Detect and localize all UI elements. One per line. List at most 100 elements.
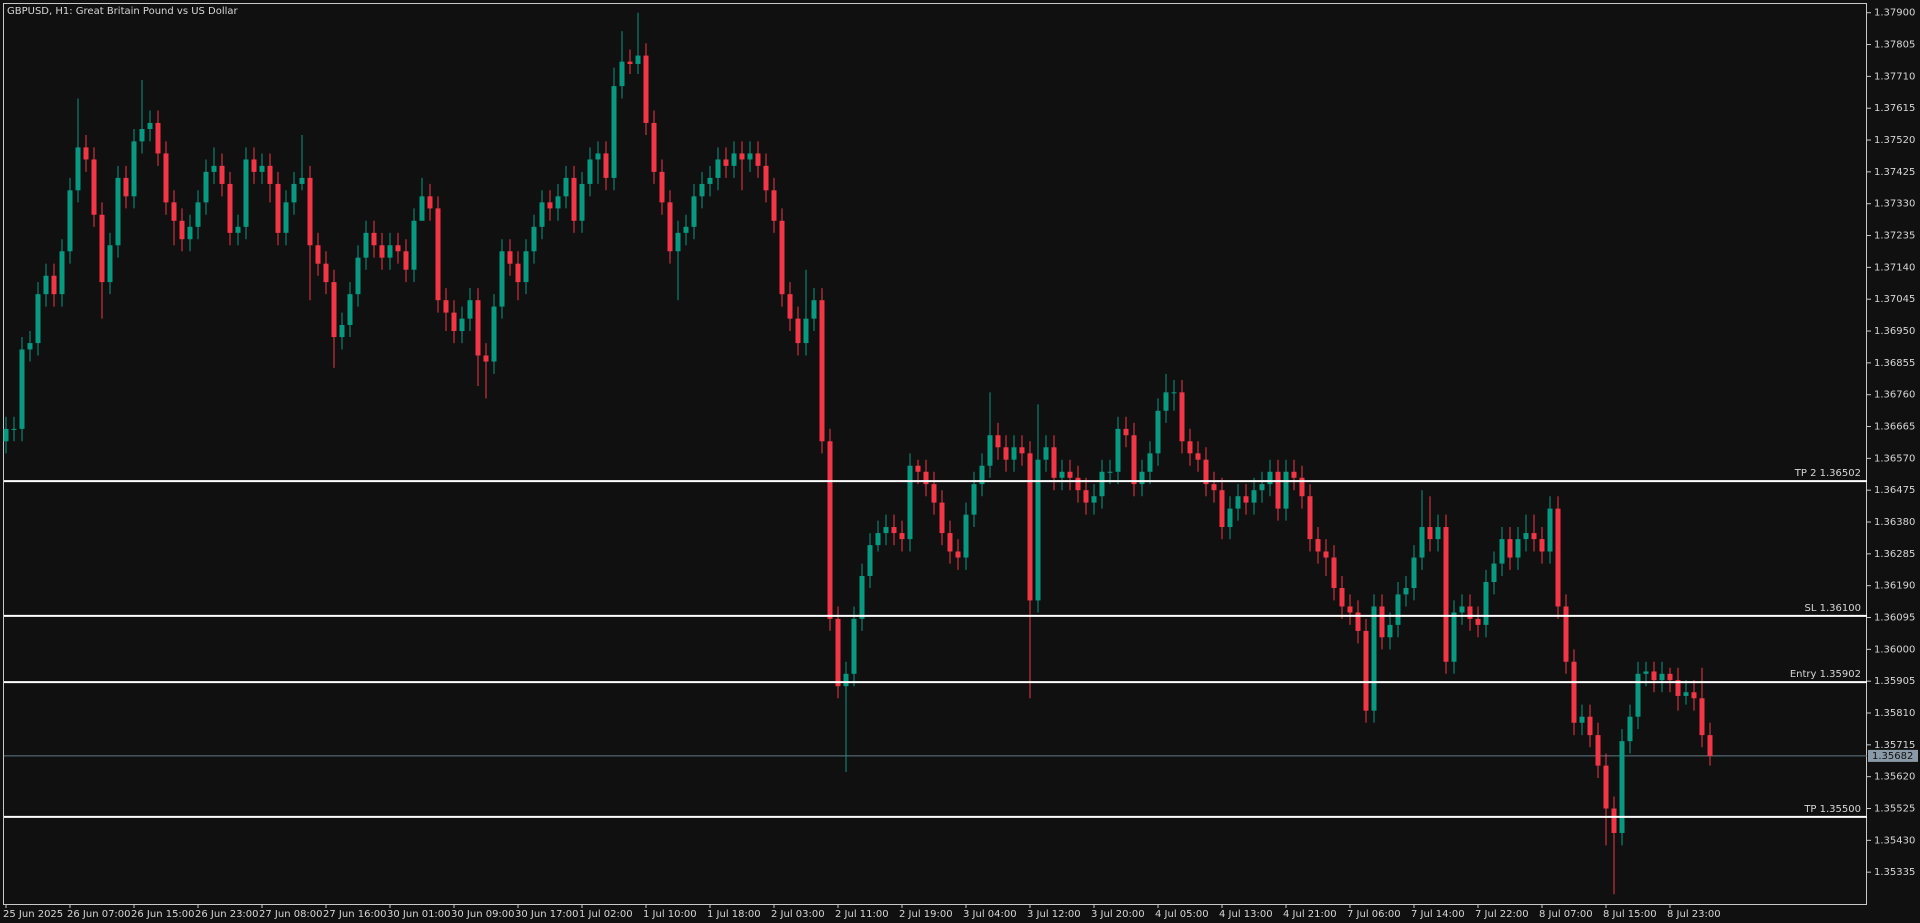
candle-body — [179, 220, 185, 240]
candle-body — [379, 245, 385, 258]
x-tick-label: 8 Jul 07:00 — [1539, 909, 1593, 920]
candle-body — [611, 86, 617, 178]
candle-body — [867, 545, 873, 576]
candle-body — [1363, 630, 1369, 711]
y-tick-label: 1.37900 — [1874, 8, 1915, 19]
x-tick-label: 3 Jul 04:00 — [963, 909, 1017, 920]
candle-body — [1451, 612, 1457, 662]
x-tick-label: 4 Jul 21:00 — [1283, 909, 1337, 920]
candle-body — [283, 202, 289, 233]
candle-body — [1075, 477, 1081, 491]
candle-body — [35, 294, 41, 344]
candle-body — [1555, 508, 1561, 607]
candle-body — [203, 171, 209, 203]
level-label: Entry 1.35902 — [1790, 669, 1861, 680]
candle-body — [1491, 563, 1497, 582]
candle-body — [1131, 435, 1137, 485]
candle-body — [355, 257, 361, 295]
candle-body — [683, 226, 689, 233]
candle-body — [939, 502, 945, 534]
y-tick-label: 1.37330 — [1874, 199, 1915, 210]
candle-body — [1219, 490, 1225, 528]
candle-body — [307, 177, 313, 246]
candle-body — [915, 465, 921, 472]
y-tick-label: 1.35905 — [1874, 676, 1915, 687]
candle-body — [843, 673, 849, 687]
y-tick-label: 1.36950 — [1874, 326, 1915, 337]
candle-body — [1587, 716, 1593, 736]
y-tick-label: 1.36855 — [1874, 358, 1915, 369]
x-tick-label: 8 Jul 23:00 — [1667, 909, 1721, 920]
candle-body — [75, 147, 81, 191]
candle-body — [1019, 447, 1025, 454]
candle-body — [1371, 606, 1377, 711]
candle-body — [1603, 765, 1609, 809]
candle-body — [1411, 557, 1417, 589]
candle-body — [1675, 680, 1681, 696]
candle-body — [235, 226, 241, 233]
current-price-label: 1.35682 — [1872, 751, 1913, 762]
x-tick-label: 27 Jun 16:00 — [323, 909, 387, 920]
y-tick-label: 1.35335 — [1874, 867, 1915, 878]
candle-body — [387, 245, 393, 258]
candle-body — [883, 527, 889, 534]
candle-body — [1683, 692, 1689, 696]
candle-body — [1459, 606, 1465, 613]
candle-body — [667, 202, 673, 252]
candle-body — [1403, 588, 1409, 595]
candle-body — [1635, 673, 1641, 717]
candle-body — [1339, 588, 1345, 607]
candle-body — [1035, 459, 1041, 601]
candle-body — [779, 220, 785, 295]
candle-body — [1379, 606, 1385, 638]
candle-body — [171, 202, 177, 221]
candle-body — [1467, 606, 1473, 619]
candle-body — [1291, 471, 1297, 478]
chart-title: GBPUSD, H1: Great Britain Pound vs US Do… — [7, 6, 239, 17]
candle-body — [195, 202, 201, 227]
level-label: TP 1.35500 — [1803, 804, 1861, 815]
candle-body — [1251, 490, 1257, 503]
x-tick-label: 30 Jun 17:00 — [515, 909, 579, 920]
candle-body — [1483, 581, 1489, 625]
candle-body — [699, 183, 705, 197]
x-tick-label: 26 Jun 07:00 — [67, 909, 131, 920]
candle-body — [331, 282, 337, 338]
candle-body — [1667, 673, 1673, 681]
candle-body — [539, 202, 545, 227]
candle-body — [3, 428, 9, 442]
candle-body — [1707, 735, 1713, 756]
current-price-box — [1868, 749, 1918, 762]
y-tick-label: 1.37425 — [1874, 167, 1915, 178]
candle-body — [1699, 698, 1705, 736]
y-tick-label: 1.37045 — [1874, 294, 1915, 305]
candle-body — [1579, 716, 1585, 723]
candle-body — [563, 177, 569, 197]
candle-body — [315, 245, 321, 264]
candle-body — [643, 55, 649, 123]
candle-body — [123, 177, 129, 197]
candle-body — [1355, 612, 1361, 631]
candle-body — [403, 251, 409, 270]
candle-body — [11, 428, 17, 430]
candle-body — [859, 575, 865, 619]
y-tick-label: 1.36570 — [1874, 453, 1915, 464]
candle-body — [1323, 551, 1329, 558]
candle-body — [523, 251, 529, 283]
candle-body — [451, 312, 457, 332]
candle-body — [659, 171, 665, 203]
candle-body — [715, 159, 721, 178]
candle-body — [259, 165, 265, 172]
candle-body — [419, 196, 425, 221]
candle-body — [1227, 508, 1233, 528]
candle-body — [1611, 808, 1617, 833]
candle-body — [1299, 477, 1305, 497]
candle-body — [1099, 471, 1105, 497]
candle-body — [1627, 716, 1633, 742]
candle-body — [371, 232, 377, 246]
candle-body — [1123, 428, 1129, 436]
candle-body — [1115, 428, 1121, 472]
candle-body — [891, 527, 897, 534]
y-tick-label: 1.36760 — [1874, 390, 1915, 401]
